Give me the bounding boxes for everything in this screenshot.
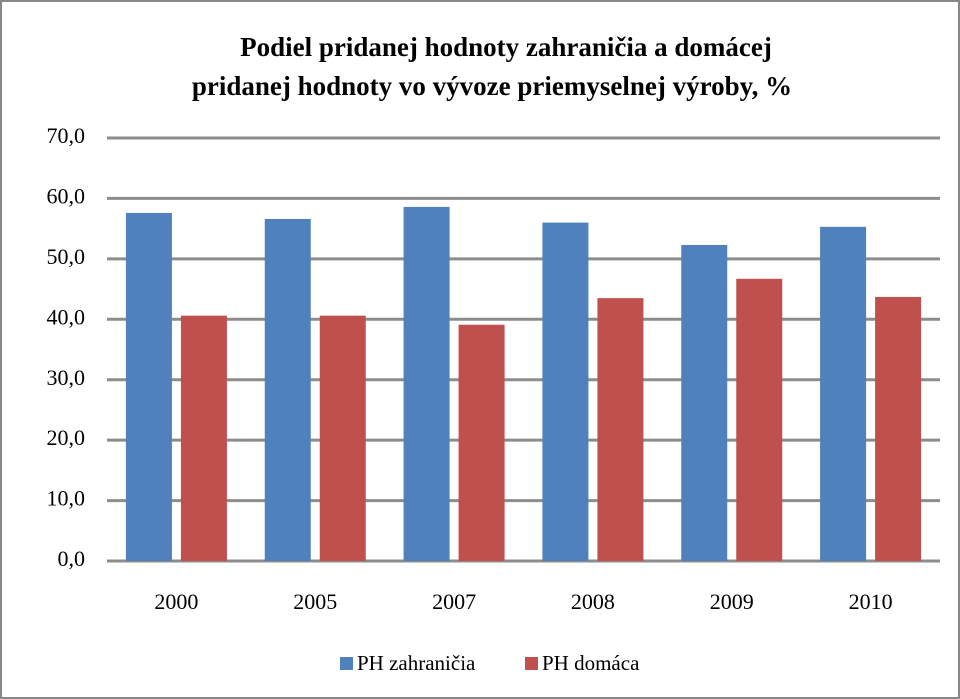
y-tick-label: 50,0 <box>47 244 86 269</box>
bar <box>125 212 172 561</box>
x-tick-label: 2000 <box>154 589 198 614</box>
bar <box>820 226 867 561</box>
y-tick-label: 60,0 <box>47 183 86 208</box>
x-tick-label: 2010 <box>849 589 893 614</box>
bar <box>542 222 589 561</box>
y-tick-label: 0,0 <box>58 546 86 571</box>
y-tick-label: 30,0 <box>47 365 86 390</box>
bar <box>681 244 728 562</box>
legend-swatch <box>525 657 538 670</box>
y-tick-label: 20,0 <box>47 425 86 450</box>
bar <box>403 206 450 562</box>
chart-title: Podiel pridanej hodnoty zahraničia a dom… <box>240 32 772 62</box>
y-tick-label: 10,0 <box>47 486 86 511</box>
legend-swatch <box>340 657 353 670</box>
y-tick-label: 70,0 <box>47 123 86 148</box>
bar <box>875 296 922 561</box>
bar <box>736 278 783 561</box>
bar <box>597 298 644 561</box>
y-tick-label: 40,0 <box>47 304 86 329</box>
x-tick-label: 2008 <box>571 589 615 614</box>
chart-title: pridanej hodnoty vo vývoze priemyselnej … <box>192 71 792 101</box>
x-tick-label: 2009 <box>710 589 754 614</box>
bar <box>264 218 311 561</box>
x-tick-label: 2005 <box>293 589 337 614</box>
legend-label: PH domáca <box>542 651 640 675</box>
bar <box>180 315 227 561</box>
bar <box>458 324 505 561</box>
x-tick-label: 2007 <box>432 589 476 614</box>
legend-label: PH zahraničia <box>357 651 476 675</box>
bar <box>319 315 366 561</box>
